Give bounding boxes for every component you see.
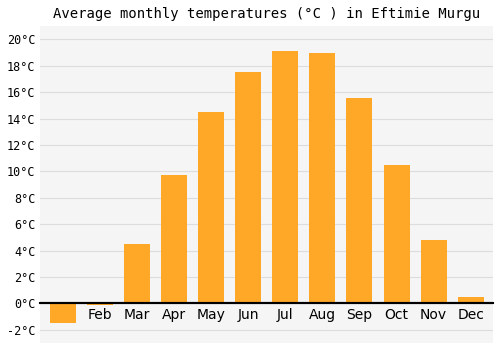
Bar bbox=[384, 165, 409, 303]
Bar bbox=[86, 303, 113, 305]
Bar bbox=[198, 112, 224, 303]
Bar bbox=[124, 244, 150, 303]
Bar bbox=[420, 240, 446, 303]
Bar bbox=[50, 303, 76, 323]
Title: Average monthly temperatures (°C ) in Eftimie Murgu: Average monthly temperatures (°C ) in Ef… bbox=[53, 7, 480, 21]
Bar bbox=[458, 297, 484, 303]
Bar bbox=[346, 98, 372, 303]
Bar bbox=[310, 53, 336, 303]
Bar bbox=[235, 72, 261, 303]
Bar bbox=[272, 51, 298, 303]
Bar bbox=[161, 175, 187, 303]
